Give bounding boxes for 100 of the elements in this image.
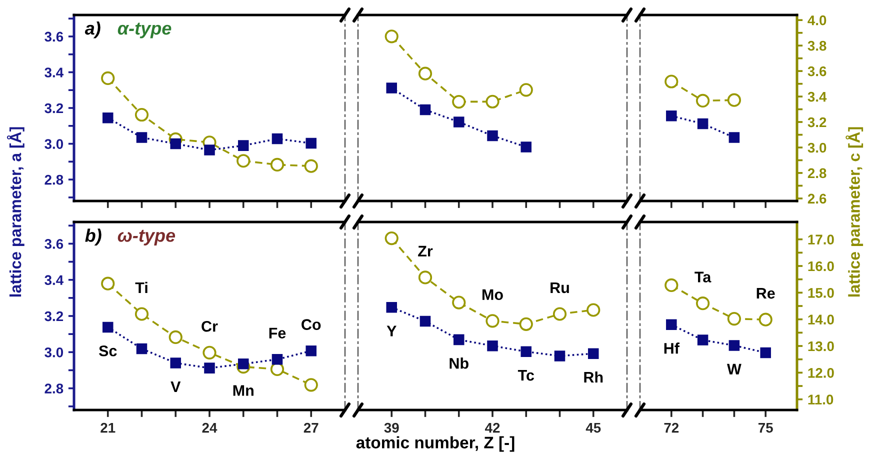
point: [520, 142, 532, 152]
point: [520, 346, 532, 357]
point: [101, 71, 115, 85]
point: [304, 378, 318, 392]
point: [552, 307, 567, 321]
point: [418, 66, 432, 80]
x-axis-title: atomic number, Z [-]: [356, 436, 514, 452]
x-tick-label: 42: [484, 422, 500, 433]
y-tick-label: 3.0: [44, 139, 64, 149]
y2-tick-label: 2.8: [808, 168, 826, 178]
point: [727, 93, 742, 107]
point: [696, 94, 710, 108]
x-tick-label: 27: [304, 422, 318, 433]
y-tick-label: 3.2: [44, 311, 64, 322]
point: [202, 346, 216, 360]
point: [486, 314, 500, 328]
annotation: Mo: [482, 289, 503, 300]
point: [170, 358, 182, 368]
point: [306, 346, 317, 356]
y-axis-title: lattice parameter, a [Å]: [6, 127, 24, 297]
y2-tick-label: 11.0: [808, 394, 834, 405]
y2-tick-label: 14.0: [808, 314, 834, 325]
point: [204, 144, 215, 156]
x-tick-label: 72: [664, 422, 679, 433]
point: [272, 354, 283, 365]
annotation: Mn: [233, 385, 254, 396]
point: [664, 278, 678, 292]
point: [168, 330, 182, 344]
point: [727, 312, 742, 326]
y-tick-label: 2.8: [44, 384, 64, 394]
point: [204, 362, 215, 374]
annotation: Ti: [135, 282, 148, 293]
y-tick-label: 2.8: [44, 174, 64, 185]
point: [386, 82, 398, 94]
point: [487, 340, 498, 352]
annotation: Ta: [694, 272, 712, 282]
point: [728, 340, 740, 351]
point: [487, 130, 498, 142]
point: [136, 343, 148, 354]
annotation: Re: [756, 288, 775, 299]
y2-tick-label: 15.0: [808, 288, 834, 298]
point: [453, 334, 464, 346]
y-tick-label: 3.4: [44, 275, 64, 286]
point: [170, 138, 182, 150]
point: [306, 138, 317, 149]
point: [519, 83, 533, 97]
point: [272, 133, 283, 144]
y-tick-label: 3.4: [44, 68, 64, 78]
point: [238, 358, 249, 370]
point: [384, 30, 398, 44]
point: [486, 94, 500, 108]
y2-tick-label: 3.0: [808, 142, 826, 153]
y2-tick-label: 3.2: [808, 117, 826, 128]
chart-subtitle: ω-type: [118, 230, 176, 246]
annotation: Fe: [269, 328, 286, 338]
x-tick-label: 39: [384, 422, 399, 433]
point: [420, 104, 431, 116]
annotation: Sc: [98, 345, 117, 356]
point: [102, 322, 114, 333]
y2-tick-label: 17.0: [808, 234, 834, 245]
y-tick-label: 3.2: [44, 103, 64, 114]
point: [519, 317, 533, 331]
y2-tick-label: 3.4: [808, 92, 827, 102]
y2-tick-label: 4.0: [808, 15, 826, 26]
point: [102, 112, 114, 124]
annotation: Ru: [550, 282, 569, 294]
point: [666, 319, 677, 330]
x-tick-label: 45: [586, 423, 601, 433]
point: [697, 334, 708, 346]
annotation: Zr: [418, 246, 433, 256]
annotation: Tc: [518, 370, 534, 381]
annotation: Rh: [584, 371, 603, 383]
annotation: Nb: [450, 358, 468, 369]
y2-tick-label: 2.6: [808, 194, 826, 204]
point: [238, 140, 249, 151]
point: [386, 302, 398, 313]
y-tick-label: 3.6: [44, 239, 64, 249]
y2-axis-title: lattice parameter, c [Å]: [846, 127, 864, 297]
y-tick-label: 3.6: [44, 32, 64, 42]
point: [696, 296, 710, 310]
point: [452, 296, 466, 310]
x-tick-label: 24: [202, 422, 218, 433]
annotation: Cr: [202, 320, 218, 332]
x-tick-label: 75: [758, 423, 773, 433]
annotation: Hf: [664, 342, 680, 354]
point: [384, 231, 398, 246]
x-tick-label: 21: [100, 422, 116, 433]
y2-tick-label: 16.0: [808, 261, 834, 272]
point: [420, 316, 431, 327]
chart-subtitle: α-type: [118, 22, 172, 38]
annotation: V: [170, 381, 181, 392]
point: [758, 312, 772, 326]
point: [134, 108, 149, 122]
y2-tick-label: 13.0: [808, 341, 834, 352]
chart-title: a): [84, 21, 100, 38]
point: [136, 132, 148, 143]
point: [270, 158, 284, 172]
point: [418, 270, 432, 284]
point: [452, 94, 466, 109]
annotation: Co: [302, 319, 321, 330]
